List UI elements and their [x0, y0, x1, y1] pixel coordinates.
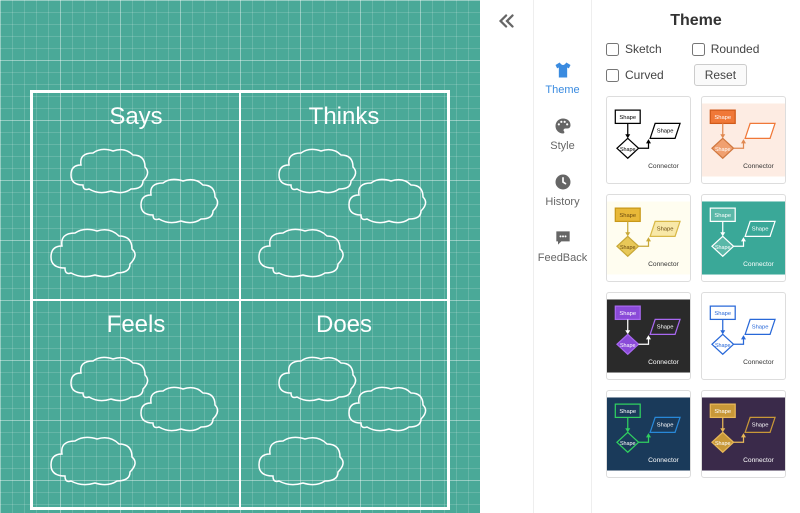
- quadrant-does[interactable]: Does: [240, 300, 448, 508]
- collapse-column: [480, 0, 534, 513]
- svg-text:Shape: Shape: [657, 423, 674, 429]
- collapse-panel-button[interactable]: [496, 10, 518, 38]
- tshirt-icon: [553, 60, 573, 80]
- cloud-shape[interactable]: [133, 381, 223, 436]
- theme-card-5[interactable]: Shape Shape Shape Connector: [701, 292, 786, 380]
- checkbox-input[interactable]: [606, 43, 619, 56]
- svg-text:Shape: Shape: [714, 213, 731, 219]
- svg-text:Shape: Shape: [714, 409, 731, 415]
- tab-label: Style: [550, 140, 574, 152]
- canvas[interactable]: Says Thinks Feels Does: [0, 0, 480, 513]
- svg-text:Shape: Shape: [752, 129, 769, 135]
- checkbox-label: Sketch: [625, 42, 662, 56]
- svg-text:Shape: Shape: [714, 311, 731, 317]
- checkbox-input[interactable]: [692, 43, 705, 56]
- svg-text:Shape: Shape: [657, 129, 674, 135]
- theme-card-0[interactable]: Shape Shape Shape Connector: [606, 96, 691, 184]
- checkbox-label: Rounded: [711, 42, 760, 56]
- svg-text:Shape: Shape: [657, 227, 674, 233]
- checkbox-rounded[interactable]: Rounded: [692, 42, 760, 56]
- checkbox-label: Curved: [625, 68, 664, 82]
- checkbox-input[interactable]: [606, 69, 619, 82]
- svg-text:Shape: Shape: [714, 115, 731, 121]
- theme-card-6[interactable]: Shape Shape Shape Connector: [606, 390, 691, 478]
- svg-text:Shape: Shape: [619, 115, 636, 121]
- svg-text:Shape: Shape: [620, 343, 636, 349]
- panel-title: Theme: [606, 12, 786, 30]
- quadrant-feels[interactable]: Feels: [32, 300, 240, 508]
- cloud-shape[interactable]: [341, 173, 431, 228]
- svg-text:Connector: Connector: [743, 359, 774, 366]
- svg-text:Shape: Shape: [619, 311, 636, 317]
- checkbox-curved[interactable]: Curved: [606, 68, 664, 82]
- svg-text:Connector: Connector: [648, 163, 679, 170]
- quadrant-title: Feels: [49, 311, 223, 339]
- cloud-shape[interactable]: [341, 381, 431, 436]
- svg-text:Shape: Shape: [715, 147, 731, 153]
- tab-theme[interactable]: Theme: [534, 50, 591, 106]
- svg-text:Shape: Shape: [619, 213, 636, 219]
- svg-text:Shape: Shape: [752, 227, 769, 233]
- tab-label: FeedBack: [538, 252, 588, 264]
- reset-button[interactable]: Reset: [694, 64, 747, 86]
- quadrant-title: Does: [257, 311, 431, 339]
- clock-icon: [553, 172, 573, 192]
- svg-text:Connector: Connector: [648, 359, 679, 366]
- quadrant-thinks[interactable]: Thinks: [240, 92, 448, 300]
- empathy-map[interactable]: Says Thinks Feels Does: [30, 90, 450, 510]
- palette-icon: [553, 116, 573, 136]
- tab-label: History: [545, 196, 579, 208]
- cloud-shape[interactable]: [43, 223, 143, 281]
- cloud-shape[interactable]: [251, 431, 351, 489]
- tab-style[interactable]: Style: [534, 106, 591, 162]
- quadrant-title: Says: [49, 103, 223, 131]
- quadrant-says[interactable]: Says: [32, 92, 240, 300]
- svg-text:Connector: Connector: [743, 163, 774, 170]
- theme-card-1[interactable]: Shape Shape Shape Connector: [701, 96, 786, 184]
- theme-panel: Theme Sketch Rounded Curved Reset Shape …: [592, 0, 800, 513]
- theme-card-7[interactable]: Shape Shape Shape Connector: [701, 390, 786, 478]
- svg-text:Shape: Shape: [752, 325, 769, 331]
- cloud-shape[interactable]: [133, 173, 223, 228]
- tab-label: Theme: [545, 84, 579, 96]
- svg-text:Connector: Connector: [648, 261, 679, 268]
- tab-history[interactable]: History: [534, 162, 591, 218]
- svg-text:Shape: Shape: [620, 441, 636, 447]
- chevron-double-left-icon: [496, 10, 518, 32]
- svg-text:Connector: Connector: [743, 261, 774, 268]
- theme-grid: Shape Shape Shape Connector Shape Shape …: [606, 96, 786, 478]
- svg-text:Shape: Shape: [715, 441, 731, 447]
- checkbox-sketch[interactable]: Sketch: [606, 42, 662, 56]
- svg-text:Shape: Shape: [619, 409, 636, 415]
- svg-text:Shape: Shape: [752, 423, 769, 429]
- cloud-shape[interactable]: [251, 223, 351, 281]
- svg-text:Connector: Connector: [648, 457, 679, 464]
- svg-text:Shape: Shape: [657, 325, 674, 331]
- theme-card-4[interactable]: Shape Shape Shape Connector: [606, 292, 691, 380]
- theme-card-2[interactable]: Shape Shape Shape Connector: [606, 194, 691, 282]
- sidebar-tabs: Theme Style History FeedBack: [534, 0, 592, 513]
- theme-card-3[interactable]: Shape Shape Shape Connector: [701, 194, 786, 282]
- svg-text:Shape: Shape: [620, 245, 636, 251]
- svg-text:Shape: Shape: [715, 343, 731, 349]
- comment-icon: [553, 228, 573, 248]
- tab-feedback[interactable]: FeedBack: [534, 218, 591, 274]
- cloud-shape[interactable]: [43, 431, 143, 489]
- quadrant-title: Thinks: [257, 103, 431, 131]
- svg-text:Connector: Connector: [743, 457, 774, 464]
- svg-text:Shape: Shape: [620, 147, 636, 153]
- svg-text:Shape: Shape: [715, 245, 731, 251]
